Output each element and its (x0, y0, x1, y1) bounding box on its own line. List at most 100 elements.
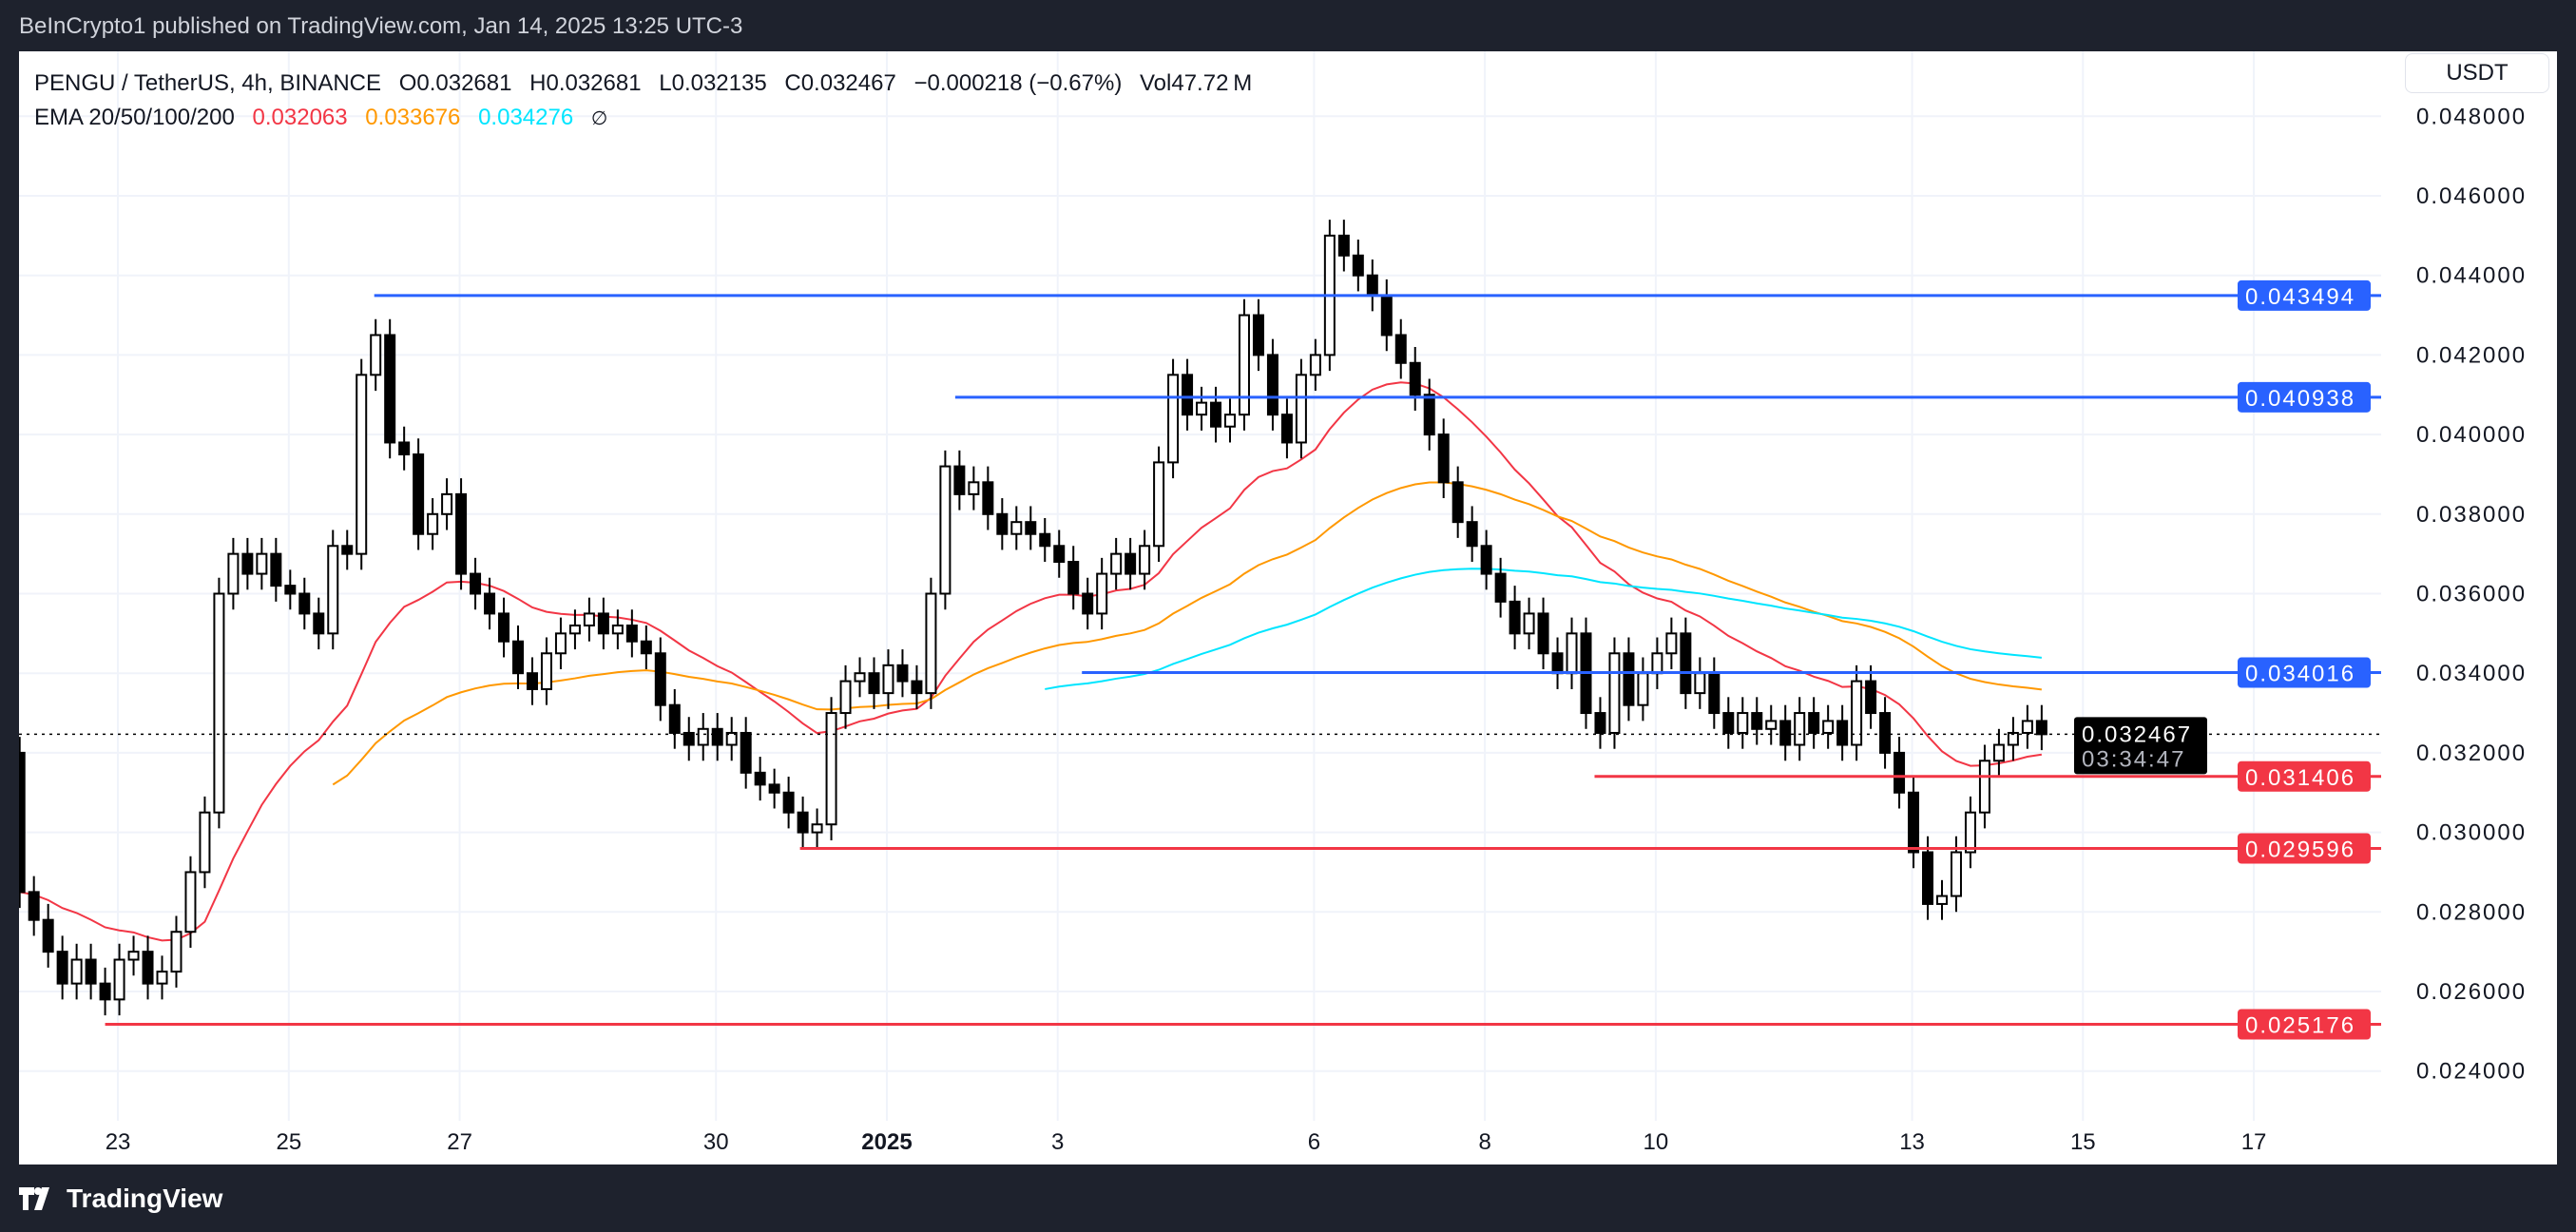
candle-body (654, 652, 666, 706)
candle (568, 609, 581, 650)
candle (1608, 637, 1621, 749)
candle-body (498, 612, 510, 643)
y-tick-label: 0.048000 (2416, 104, 2527, 129)
candle (1651, 637, 1663, 689)
candle (1936, 879, 1948, 920)
candle-body (953, 465, 966, 495)
candle-body (711, 727, 723, 746)
candle-body (911, 680, 923, 695)
candle-body (1865, 680, 1877, 715)
candle (113, 943, 125, 1016)
candle (1779, 704, 1792, 761)
candle-body (1025, 521, 1037, 535)
candle-body (184, 871, 197, 934)
candle (19, 737, 26, 909)
ema-label[interactable]: EMA 20/50/100/200 (34, 105, 235, 130)
candle (413, 438, 425, 550)
candle-body (1167, 374, 1180, 464)
candle (1280, 398, 1293, 459)
x-tick-label: 15 (2070, 1129, 2096, 1155)
candle-body (441, 492, 453, 515)
y-tick-label: 0.044000 (2416, 263, 2527, 289)
x-tick-label: 27 (447, 1129, 472, 1155)
x-tick-label: 23 (106, 1129, 131, 1155)
candle-body (1039, 532, 1051, 548)
symbol-title[interactable]: PENGU / TetherUS, 4h, BINANCE (34, 70, 382, 96)
candle (1196, 386, 1208, 431)
x-tick-label: 10 (1644, 1129, 1669, 1155)
candle (1466, 506, 1478, 563)
candle (298, 577, 311, 630)
open-value: O0.032681 (398, 70, 512, 96)
candle (968, 466, 980, 510)
candle-body (142, 951, 154, 985)
x-tick-label: 6 (1308, 1129, 1320, 1155)
candle (1964, 796, 1976, 869)
level-price-label: 0.034016 (2245, 662, 2355, 687)
tradingview-logo[interactable]: TradingView (19, 1184, 222, 1214)
candle (1537, 597, 1549, 670)
candle (1437, 418, 1450, 499)
candle-body (1409, 361, 1421, 396)
candle (1680, 617, 1692, 709)
candle (184, 856, 197, 948)
candle-body (526, 672, 538, 690)
candle (1167, 358, 1180, 479)
candle-body (1737, 712, 1749, 734)
candle-body (1765, 720, 1778, 730)
candle (982, 466, 994, 530)
candle (1153, 446, 1165, 563)
bar-countdown: 03:34:47 (2082, 746, 2185, 772)
candle (85, 943, 97, 1000)
candle (156, 955, 168, 1000)
y-tick-label: 0.032000 (2416, 741, 2527, 766)
candle (1224, 398, 1236, 443)
level-price-label-bg (2238, 381, 2371, 413)
candle (1566, 617, 1578, 689)
candle-body (1794, 712, 1806, 746)
candle (1851, 664, 1863, 761)
y-tick-label: 0.030000 (2416, 820, 2527, 846)
candle (42, 903, 54, 968)
candle-body (356, 374, 368, 555)
candle (284, 569, 297, 610)
candle-body (1680, 632, 1692, 695)
candle (583, 597, 595, 642)
candle-body (1651, 652, 1663, 675)
currency-button[interactable]: USDT (2405, 53, 2549, 93)
candle-body (754, 771, 766, 786)
candle-body (270, 552, 282, 587)
candle (1494, 557, 1507, 618)
candle (668, 688, 681, 749)
candle-body (697, 727, 709, 746)
price-chart[interactable]: 0.024000 0.026000 0.028000 0.030000 0.032000… (19, 51, 2557, 1165)
candle-body (1936, 895, 1948, 905)
chart-panel[interactable]: 0.024000 0.026000 0.028000 0.030000 0.032000… (19, 51, 2557, 1165)
candle-body (284, 585, 297, 595)
candle (1039, 517, 1051, 563)
y-tick-label: 0.024000 (2416, 1059, 2527, 1085)
candle-body (1808, 712, 1820, 734)
candle-body (1908, 791, 1920, 854)
candle (1451, 466, 1464, 538)
candle-body (427, 512, 439, 535)
candle (540, 637, 552, 705)
candle-body (19, 751, 26, 894)
last-price-label-bg (2074, 717, 2207, 775)
candle-body (85, 958, 97, 985)
candle-body (854, 672, 866, 683)
candle (398, 426, 411, 471)
candle-body (625, 624, 638, 643)
candle-body (70, 958, 83, 985)
candle-body (1551, 652, 1564, 675)
candle (1380, 279, 1393, 352)
candle (611, 609, 624, 650)
candle-body (1964, 811, 1976, 854)
level-price-label: 0.040938 (2245, 386, 2355, 412)
candle-body (1309, 354, 1321, 376)
candle (1266, 338, 1278, 431)
candle-body (640, 640, 652, 655)
candle (1694, 657, 1706, 709)
eye-off-icon[interactable]: ∅ (590, 108, 608, 129)
candle (782, 777, 795, 829)
